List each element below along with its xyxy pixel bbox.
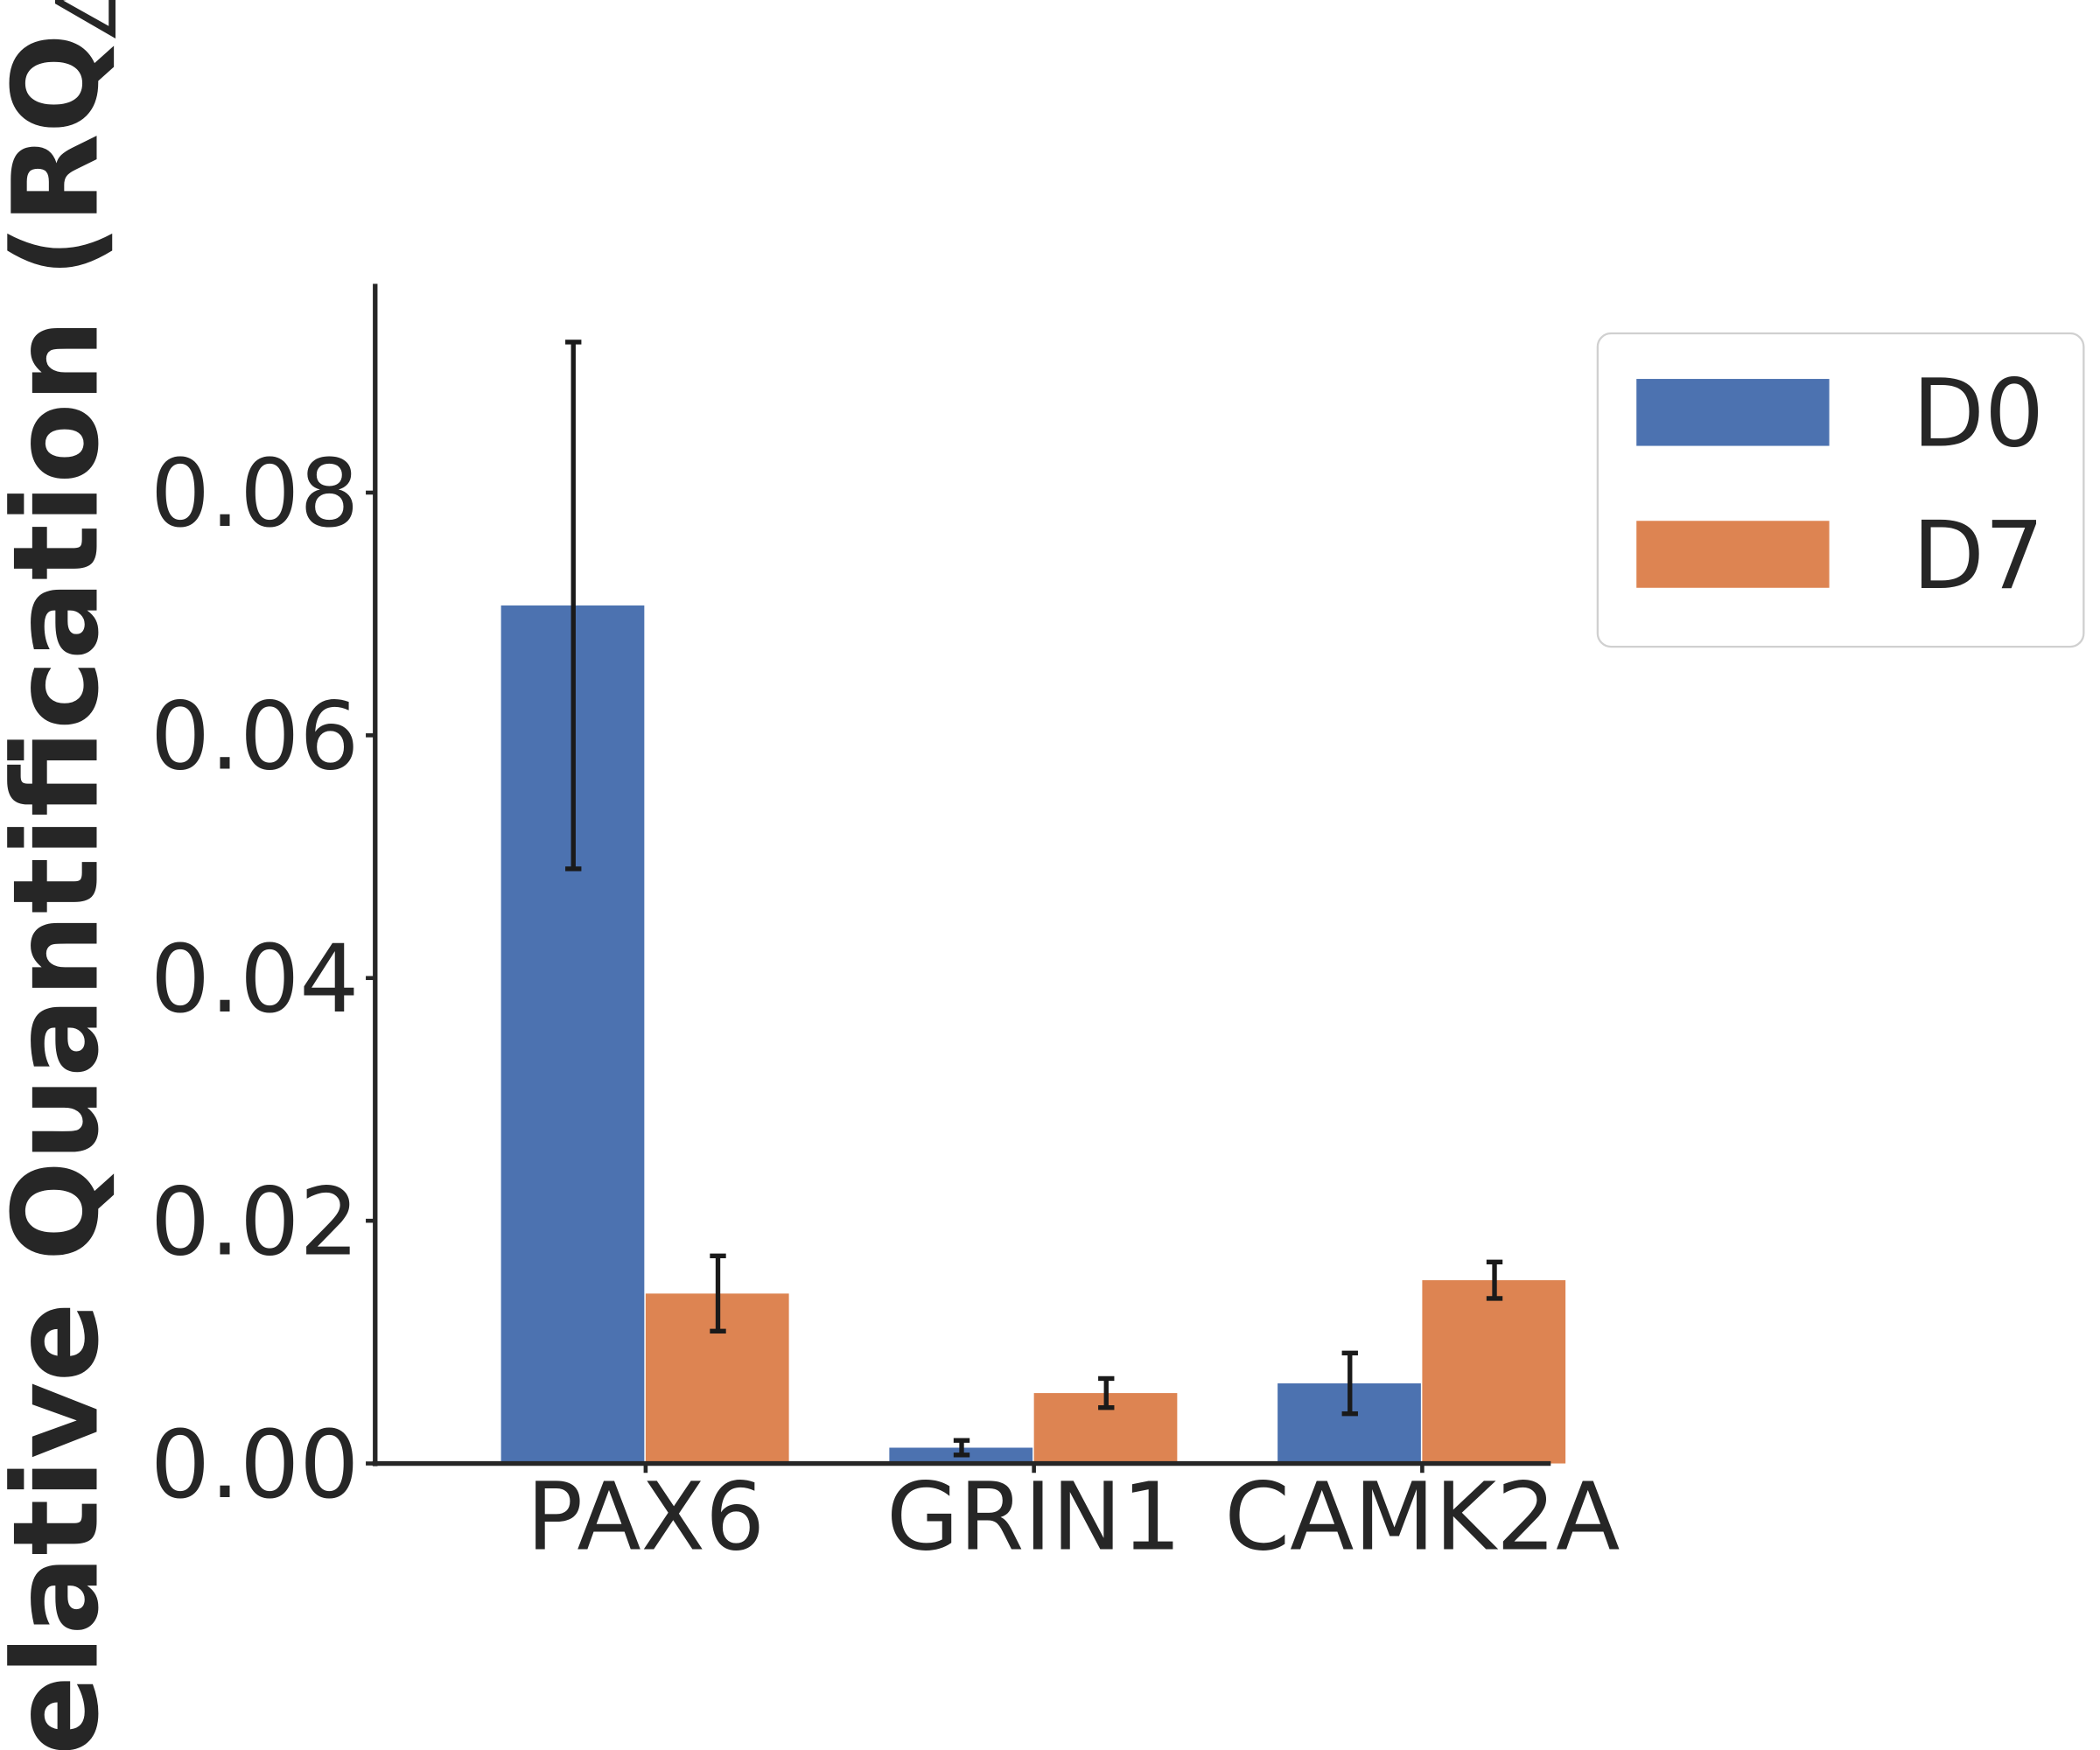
bar [1422, 1280, 1566, 1464]
x-tick-label: GRIN1 [886, 1463, 1181, 1572]
error-bar [710, 1253, 726, 1334]
y-tick-label: 0.02 [150, 1168, 360, 1277]
x-tick-label: CAMK2A [1224, 1463, 1620, 1572]
error-bar [565, 340, 582, 872]
y-axis-label-main: Relative Quantification (RQ [0, 33, 124, 1750]
error-bar [1098, 1376, 1115, 1410]
y-tick-label: 0.04 [150, 926, 360, 1034]
error-bar [953, 1438, 970, 1458]
y-tick-label: 0.08 [150, 440, 360, 549]
y-tick-label: 0.06 [150, 683, 360, 792]
legend-swatch [1636, 379, 1830, 446]
y-axis-label: Relative Quantification (RQΔCT [0, 0, 136, 1750]
legend-swatch [1636, 521, 1830, 588]
legend-label: D7 [1912, 502, 2044, 611]
x-tick-label: PAX6 [527, 1463, 766, 1572]
y-tick-label: 0.00 [150, 1411, 360, 1520]
error-bar [1341, 1350, 1358, 1417]
error-bar [1486, 1259, 1503, 1301]
y-axis-label-subscript: ΔCT [39, 0, 136, 38]
legend-label: D0 [1912, 360, 2044, 469]
